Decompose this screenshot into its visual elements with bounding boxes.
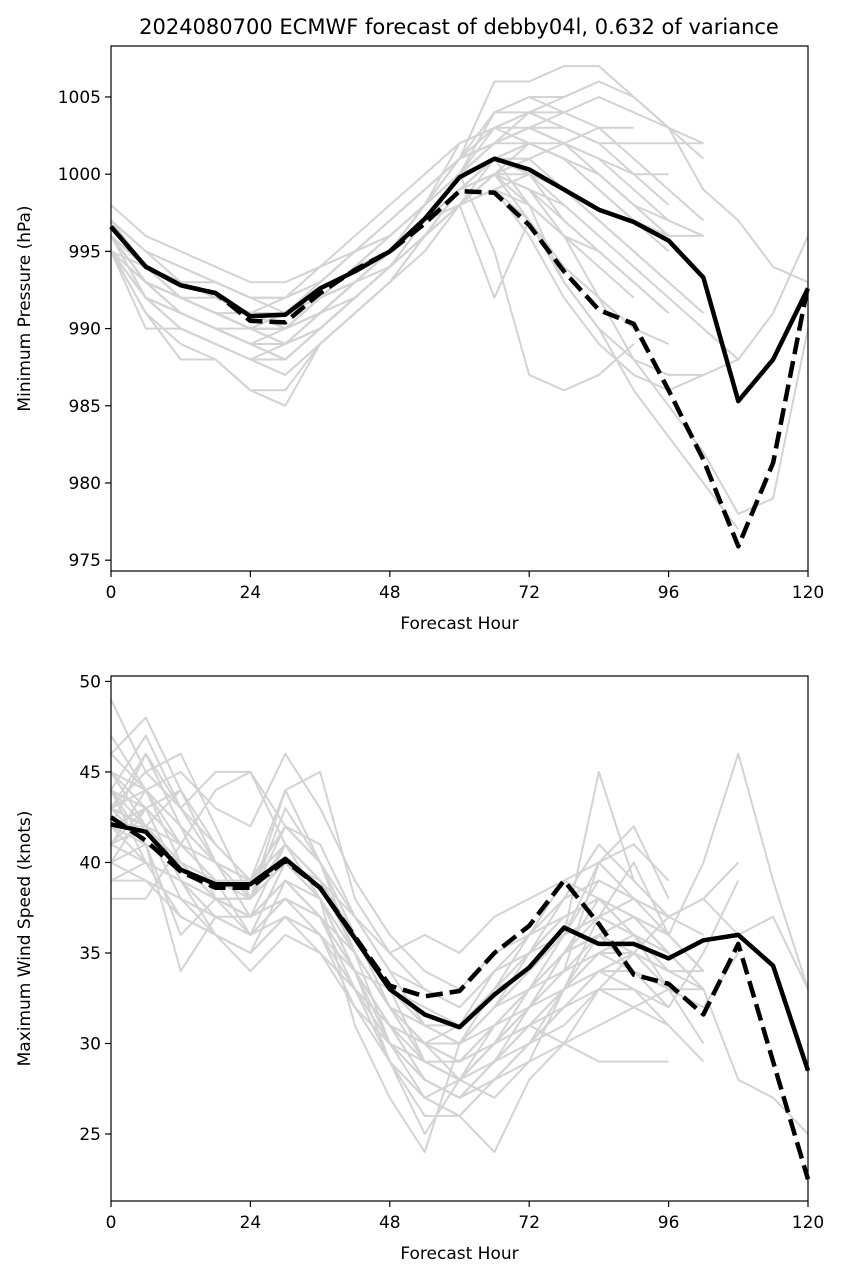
pressure-solid-series-line (109, 156, 811, 404)
wind-ensemble-member-line (110, 770, 670, 1009)
pressure-ensemble-member-line (110, 157, 600, 330)
wind-main-series (109, 815, 811, 1180)
pressure-x-axis-label: Forecast Hour (400, 614, 518, 634)
pressure-dashed-series-line (109, 188, 811, 549)
wind-x-tick-label: 48 (379, 1213, 401, 1233)
wind-x-tick-label: 72 (518, 1213, 540, 1233)
pressure-y-tick-label: 975 (69, 551, 101, 571)
pressure-y-tick-label: 1005 (58, 88, 101, 108)
pressure-ensemble-member-line (110, 80, 809, 284)
pressure-ensemble-member-line (110, 80, 600, 330)
wind-ensemble-member-line (110, 807, 670, 1099)
pressure-ensemble-members (110, 65, 809, 530)
pressure-panel: 0 24 48 72 96 120 975 980 985 990 995 1000 1005 For… (15, 45, 824, 634)
pressure-x-tick-label: 120 (792, 583, 824, 603)
wind-y-tick-label: 40 (79, 853, 101, 873)
wind-y-tick-label: 25 (79, 1125, 101, 1145)
wind-ensemble-member-line (110, 843, 670, 1117)
pressure-plot-frame (110, 45, 809, 572)
pressure-y-ticks: 975 980 985 990 995 1000 1005 (58, 88, 111, 571)
wind-y-tick-label: 30 (79, 1035, 101, 1055)
wind-x-tick-label: 96 (658, 1213, 680, 1233)
pressure-y-tick-label: 990 (69, 320, 101, 340)
pressure-ensemble-member-line (110, 142, 530, 330)
wind-y-tick-label: 45 (79, 763, 101, 783)
wind-dashed-series-line (109, 815, 811, 1180)
pressure-main-series (109, 156, 811, 549)
pressure-x-tick-label: 72 (518, 583, 540, 603)
wind-y-ticks: 25 30 35 40 45 50 (79, 672, 111, 1145)
pressure-x-tick-label: 48 (379, 583, 401, 603)
pressure-ensemble-member-line (110, 157, 530, 330)
wind-plot-frame (110, 675, 809, 1202)
pressure-x-tick-label: 24 (240, 583, 262, 603)
pressure-y-axis-label: Minimum Pressure (hPa) (15, 205, 35, 411)
pressure-x-tick-label: 0 (106, 583, 117, 603)
pressure-y-tick-label: 1000 (58, 165, 101, 185)
wind-ensemble-members (110, 699, 809, 1154)
wind-x-tick-label: 120 (792, 1213, 824, 1233)
figure-title: 2024080700 ECMWF forecast of debby04l, 0… (139, 15, 779, 39)
wind-ensemble-member-line (110, 843, 670, 1063)
wind-y-tick-label: 35 (79, 944, 101, 964)
pressure-x-ticks: 0 24 48 72 96 120 (106, 571, 824, 603)
wind-y-tick-label: 50 (79, 672, 101, 692)
pressure-y-tick-label: 995 (69, 242, 101, 262)
wind-ensemble-member-line (110, 716, 809, 1135)
pressure-ensemble-member-line (110, 142, 670, 345)
wind-x-axis-label: Forecast Hour (400, 1244, 518, 1264)
wind-ensemble-member-line (110, 735, 809, 1154)
wind-solid-series-line (110, 822, 811, 1072)
wind-x-tick-label: 0 (106, 1213, 117, 1233)
wind-ensemble-member-line (110, 752, 670, 1045)
pressure-x-tick-label: 96 (658, 583, 680, 603)
wind-x-tick-label: 24 (240, 1213, 262, 1233)
wind-ensemble-member-line (111, 879, 670, 1081)
wind-x-ticks: 0 24 48 72 96 120 (106, 1201, 824, 1233)
wind-y-axis-label: Maximum Wind Speed (knots) (15, 811, 35, 1067)
pressure-y-tick-label: 985 (69, 397, 101, 417)
pressure-y-tick-label: 980 (69, 474, 101, 494)
pressure-ensemble-member-line (110, 157, 565, 330)
